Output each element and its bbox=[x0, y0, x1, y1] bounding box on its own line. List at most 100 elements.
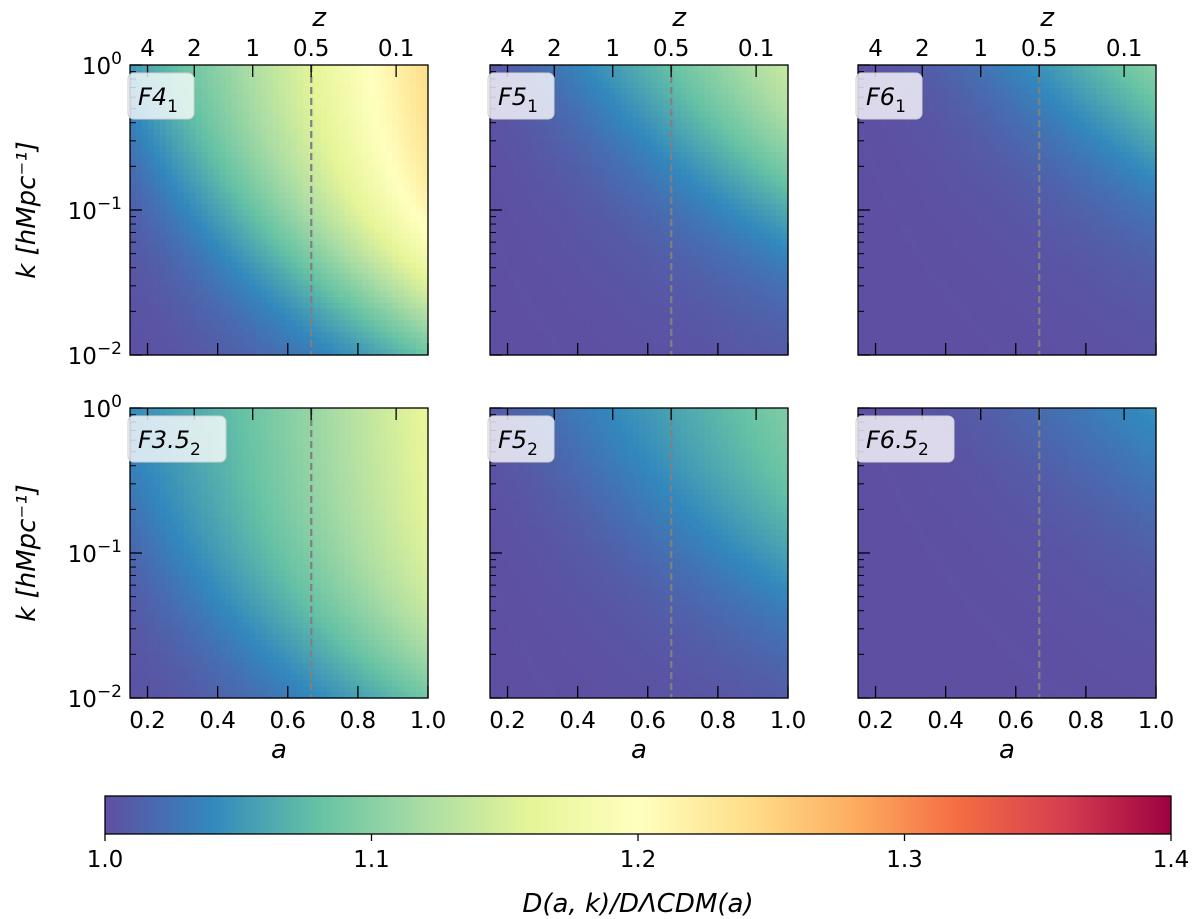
heatmap-cell bbox=[267, 186, 274, 194]
heatmap-cell bbox=[656, 256, 664, 263]
heatmap-cell bbox=[213, 302, 220, 310]
heatmap-cell bbox=[338, 128, 346, 136]
heatmap-cell bbox=[195, 76, 203, 83]
heatmap-cell bbox=[195, 163, 203, 170]
heatmap-cell bbox=[639, 128, 646, 136]
heatmap-cell bbox=[267, 279, 274, 286]
heatmap-cell bbox=[201, 215, 209, 223]
heatmap-cell bbox=[386, 186, 393, 194]
heatmap-cell bbox=[490, 152, 497, 159]
heatmap-cell bbox=[639, 76, 646, 83]
heatmap-cell bbox=[776, 169, 783, 176]
heatmap-cell bbox=[213, 65, 220, 72]
heatmap-cell bbox=[585, 239, 592, 246]
heatmap-cell bbox=[147, 337, 155, 344]
heatmap-cell bbox=[585, 157, 592, 165]
heatmap-cell bbox=[597, 320, 604, 327]
heatmap-cell bbox=[416, 163, 423, 170]
heatmap-cell bbox=[153, 169, 161, 176]
heatmap-cell bbox=[704, 343, 712, 350]
heatmap-cell bbox=[495, 152, 503, 159]
heatmap-cell bbox=[273, 250, 280, 257]
heatmap-cell bbox=[686, 279, 694, 286]
heatmap-cell bbox=[561, 314, 569, 321]
heatmap-cell bbox=[704, 250, 712, 257]
heatmap-cell bbox=[261, 82, 268, 89]
heatmap-cell bbox=[207, 349, 215, 356]
heatmap-cell bbox=[716, 302, 724, 310]
heatmap-cell bbox=[585, 285, 592, 292]
heatmap-cell bbox=[410, 94, 417, 101]
heatmap-cell bbox=[531, 297, 539, 304]
heatmap-cell bbox=[770, 308, 777, 315]
heatmap-cell bbox=[380, 314, 387, 321]
heatmap-cell bbox=[627, 337, 634, 344]
heatmap-cell bbox=[201, 326, 209, 333]
heatmap-cell bbox=[603, 76, 610, 83]
heatmap-cell bbox=[525, 331, 533, 339]
heatmap-cell bbox=[380, 82, 387, 89]
heatmap-cell bbox=[674, 140, 682, 147]
heatmap-cell bbox=[326, 314, 334, 321]
heatmap-cell bbox=[716, 326, 724, 333]
heatmap-cell bbox=[249, 326, 256, 333]
panel-label-box bbox=[127, 72, 195, 120]
heatmap-cell bbox=[398, 111, 405, 118]
heatmap-cell bbox=[398, 105, 405, 112]
heatmap-cell bbox=[633, 157, 640, 165]
heatmap-cell bbox=[764, 105, 771, 112]
heatmap-cell bbox=[374, 291, 381, 298]
heatmap-cell bbox=[579, 256, 586, 263]
heatmap-cell bbox=[758, 302, 765, 310]
heatmap-cell bbox=[507, 262, 515, 269]
heatmap-cell bbox=[615, 221, 622, 228]
heatmap-cell bbox=[603, 337, 610, 344]
heatmap-cell bbox=[579, 105, 586, 112]
heatmap-cell bbox=[549, 215, 557, 223]
heatmap-cell bbox=[237, 273, 244, 281]
heatmap-cell bbox=[561, 111, 569, 118]
heatmap-cell bbox=[159, 326, 167, 333]
heatmap-cell bbox=[243, 140, 250, 147]
heatmap-cell bbox=[296, 134, 304, 141]
heatmap-cell bbox=[267, 308, 274, 315]
heatmap-cell bbox=[398, 163, 405, 170]
heatmap-cell bbox=[255, 349, 262, 356]
heatmap-cell bbox=[189, 70, 197, 78]
heatmap-cell bbox=[519, 175, 527, 182]
heatmap-cell bbox=[752, 308, 759, 315]
heatmap-cell bbox=[531, 65, 539, 72]
heatmap-cell bbox=[734, 215, 741, 223]
heatmap-cell bbox=[704, 302, 712, 310]
heatmap-cell bbox=[573, 343, 580, 350]
heatmap-cell bbox=[183, 175, 191, 182]
heatmap-cell bbox=[338, 250, 346, 257]
heatmap-cell bbox=[603, 146, 610, 153]
heatmap-cell bbox=[585, 198, 592, 205]
heatmap-cell bbox=[692, 99, 700, 107]
heatmap-cell bbox=[398, 320, 405, 327]
heatmap-cell bbox=[615, 175, 622, 182]
heatmap-cell bbox=[147, 157, 155, 165]
heatmap-cell bbox=[410, 337, 417, 344]
heatmap-cell bbox=[513, 262, 521, 269]
heatmap-cell bbox=[591, 186, 598, 194]
heatmap-cell bbox=[243, 94, 250, 101]
heatmap-cell bbox=[692, 128, 700, 136]
heatmap-cell bbox=[356, 105, 364, 112]
heatmap-cell bbox=[153, 349, 161, 356]
heatmap-cell bbox=[255, 134, 262, 141]
heatmap-cell bbox=[392, 308, 399, 315]
heatmap-cell bbox=[621, 65, 628, 72]
heatmap-cell bbox=[135, 320, 143, 327]
heatmap-cell bbox=[704, 204, 712, 211]
heatmap-cell bbox=[764, 308, 771, 315]
top-tick-label: 0.1 bbox=[378, 36, 415, 62]
heatmap-cell bbox=[525, 320, 533, 327]
heatmap-cell bbox=[519, 326, 527, 333]
heatmap-cell bbox=[213, 256, 220, 263]
heatmap-cell bbox=[302, 239, 310, 246]
heatmap-cell bbox=[314, 169, 322, 176]
heatmap-cell bbox=[422, 181, 429, 188]
heatmap-cell bbox=[410, 99, 417, 107]
